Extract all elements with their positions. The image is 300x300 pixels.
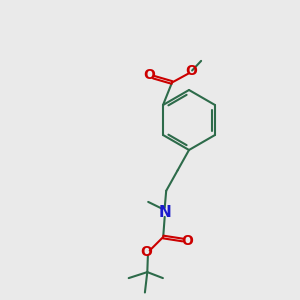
Text: O: O (181, 234, 193, 248)
Text: N: N (158, 205, 171, 220)
Text: O: O (186, 64, 197, 77)
Text: O: O (140, 245, 152, 259)
Text: O: O (144, 68, 155, 82)
